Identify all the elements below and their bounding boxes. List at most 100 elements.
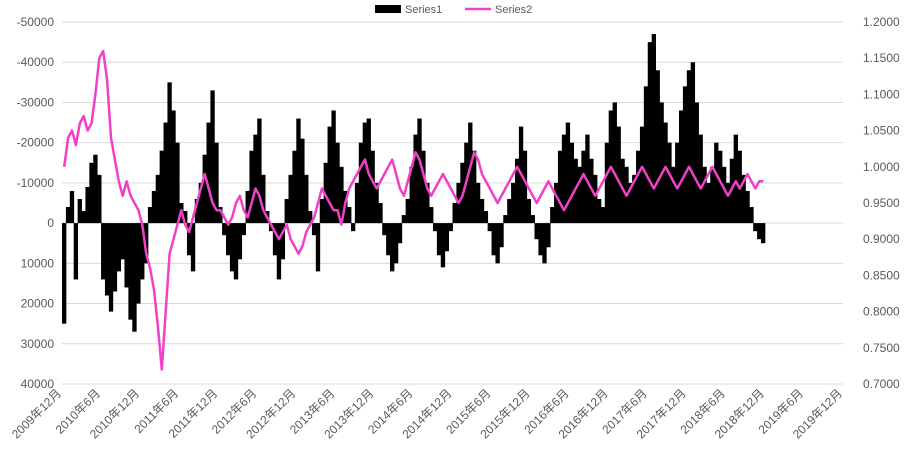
series1-bar bbox=[226, 223, 231, 256]
series1-bar bbox=[288, 174, 293, 224]
series1-bar bbox=[155, 174, 161, 224]
series1-bar bbox=[144, 223, 149, 264]
series1-bar bbox=[659, 102, 664, 224]
series1-bar bbox=[686, 70, 692, 224]
series1-bar bbox=[151, 190, 157, 224]
series1-bar bbox=[604, 142, 610, 224]
series1-bar bbox=[327, 126, 332, 224]
series1-bar bbox=[136, 223, 141, 304]
series1-bar bbox=[147, 207, 153, 224]
series1-bar bbox=[276, 223, 282, 280]
series1-bar bbox=[760, 223, 766, 244]
series1-bar bbox=[304, 174, 309, 224]
series1-bar bbox=[448, 223, 453, 232]
right-tick-label: 1.1000 bbox=[863, 87, 900, 101]
series1-bar bbox=[522, 150, 528, 224]
series1-bar bbox=[85, 186, 90, 224]
left-tick-label: 20000 bbox=[21, 297, 55, 311]
series1-bar bbox=[194, 198, 200, 224]
series1-bar bbox=[409, 166, 414, 224]
series1-bar bbox=[167, 82, 172, 224]
series1-bar bbox=[639, 126, 645, 224]
series1-bar bbox=[721, 166, 727, 224]
series1-bar bbox=[413, 134, 418, 224]
series1-bar bbox=[628, 182, 633, 224]
series1-bar bbox=[542, 223, 547, 264]
series1-bar bbox=[218, 207, 223, 224]
series1-bar bbox=[511, 182, 516, 224]
series2-line bbox=[62, 49, 764, 371]
series1-bar bbox=[694, 102, 699, 224]
series1-bar bbox=[257, 118, 262, 224]
right-tick-label: 0.8500 bbox=[863, 268, 900, 282]
series1-bar bbox=[432, 223, 438, 232]
series1-bar bbox=[718, 150, 723, 224]
series1-bar bbox=[323, 162, 328, 224]
series1-bar bbox=[159, 150, 164, 224]
series1-bar bbox=[538, 223, 543, 256]
series1-bar bbox=[261, 174, 266, 224]
right-tick-label: 0.9000 bbox=[863, 232, 900, 246]
series1-bar bbox=[425, 182, 430, 224]
series1-bar bbox=[93, 154, 98, 224]
right-axis: 1.2000 1.1500 1.1000 1.0500 1.0000 0.9500 0.90… bbox=[863, 15, 900, 391]
series1-bar bbox=[671, 166, 676, 224]
series1-bar bbox=[233, 223, 239, 280]
series1-bar bbox=[503, 215, 508, 224]
series1-bar bbox=[678, 110, 684, 224]
series1-bar bbox=[393, 223, 399, 264]
series1-bar bbox=[647, 42, 653, 224]
series1-bar bbox=[378, 203, 383, 224]
legend: Series1 Series2 bbox=[375, 4, 532, 16]
series1-bar bbox=[651, 34, 656, 224]
series1-bar bbox=[112, 223, 118, 292]
series1-bar bbox=[69, 190, 75, 224]
series1-bar bbox=[292, 150, 297, 224]
series1-bar bbox=[554, 182, 559, 224]
series1-bar bbox=[237, 223, 243, 260]
series1-bar bbox=[440, 223, 446, 268]
series1-bar bbox=[429, 207, 434, 224]
series1-bar bbox=[534, 223, 539, 240]
series1-bar bbox=[347, 207, 352, 224]
series1-bar bbox=[308, 211, 313, 224]
series1-bar bbox=[386, 223, 391, 256]
right-tick-label: 1.0000 bbox=[863, 160, 900, 174]
series1-bars bbox=[62, 34, 766, 332]
series1-bar bbox=[272, 223, 278, 256]
legend-label-series1: Series1 bbox=[405, 4, 442, 16]
series1-bar bbox=[350, 223, 356, 232]
series1-bar bbox=[104, 223, 110, 296]
series1-bar bbox=[245, 190, 250, 224]
series1-bar bbox=[120, 223, 125, 260]
series1-bar bbox=[733, 134, 738, 224]
right-tick-label: 1.2000 bbox=[863, 15, 900, 29]
series1-bar bbox=[128, 223, 133, 320]
series1-bar bbox=[749, 207, 754, 224]
series1-bar bbox=[632, 174, 637, 224]
series1-bar bbox=[475, 182, 481, 224]
series1-bar bbox=[108, 223, 114, 312]
series1-bar bbox=[491, 223, 496, 256]
series1-bar bbox=[171, 110, 176, 224]
series1-bar bbox=[183, 211, 188, 224]
left-tick-label: -50000 bbox=[17, 15, 55, 29]
series1-bar bbox=[526, 198, 532, 224]
x-axis: 2009年12月2010年6月2010年12月2011年6月2011年12月20… bbox=[9, 386, 845, 441]
series1-bar bbox=[81, 211, 86, 224]
right-tick-label: 0.7500 bbox=[863, 341, 900, 355]
series1-bar bbox=[253, 134, 258, 224]
series1-bar bbox=[202, 154, 207, 224]
series1-bar bbox=[546, 223, 551, 248]
legend-label-series2: Series2 bbox=[495, 4, 532, 16]
series1-bar bbox=[421, 150, 426, 224]
series1-bar bbox=[401, 215, 407, 224]
series1-bar bbox=[468, 122, 473, 224]
series1-bar bbox=[530, 215, 535, 224]
series1-bar bbox=[140, 223, 145, 280]
x-tick-label: 2009年12月 bbox=[9, 386, 64, 441]
series1-bar bbox=[593, 174, 598, 224]
series1-bar bbox=[397, 223, 403, 244]
series1-bar bbox=[296, 118, 301, 224]
left-tick-label: 40000 bbox=[21, 377, 55, 391]
